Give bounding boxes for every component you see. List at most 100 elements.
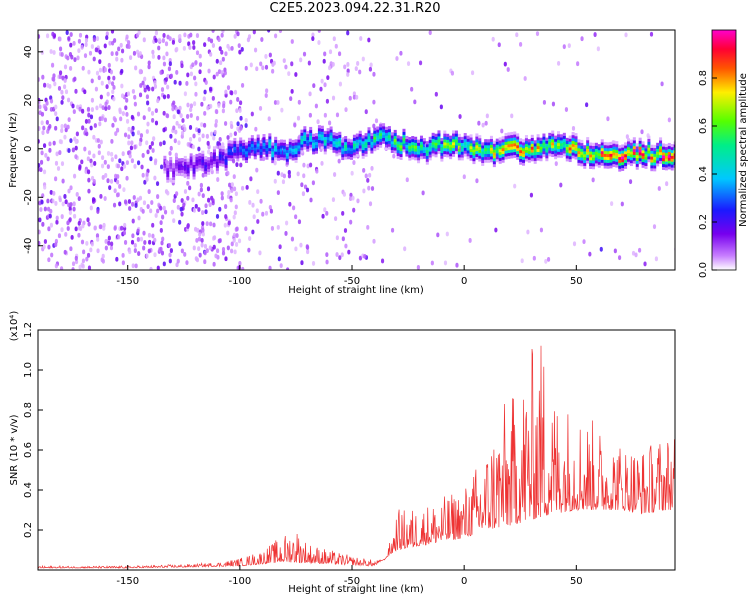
heat-cell (408, 142, 412, 147)
heat-cell (484, 147, 488, 152)
heat-cell (446, 139, 450, 143)
heat-cell (211, 30, 215, 33)
heat-cell (192, 173, 196, 177)
heat-cell (527, 153, 531, 157)
heat-cell (145, 94, 150, 100)
heat-cell (87, 221, 91, 227)
heat-cell (647, 159, 651, 163)
heat-cell (443, 139, 447, 143)
heat-cell (659, 137, 663, 141)
heat-cell (524, 149, 528, 153)
heat-cell (134, 203, 138, 208)
heat-cell (428, 148, 432, 152)
heat-cell (238, 260, 242, 266)
heat-cell (311, 36, 315, 41)
heat-cell (603, 153, 607, 157)
heat-cell (55, 219, 59, 225)
heat-cell (659, 160, 663, 164)
heat-cell (40, 199, 44, 205)
heat-cell (454, 139, 458, 143)
heat-cell (597, 158, 601, 162)
heat-cell (259, 151, 263, 155)
heat-cell (70, 234, 74, 240)
heat-cell (236, 143, 240, 147)
heat-cell (214, 119, 218, 124)
heat-cell (74, 88, 78, 94)
heat-cell (215, 248, 220, 254)
heat-cell (265, 139, 269, 143)
heat-cell (489, 141, 493, 145)
heat-cell (288, 156, 292, 160)
heat-cell (282, 145, 286, 149)
heat-cell (346, 62, 350, 67)
heat-cell (197, 146, 201, 152)
heat-cell (557, 154, 561, 158)
heat-cell (361, 146, 365, 151)
heat-cell (463, 153, 467, 157)
heat-cell (571, 152, 575, 156)
heat-cell (352, 146, 356, 150)
heat-cell (350, 170, 354, 176)
heat-cell (542, 153, 546, 158)
heat-cell (54, 125, 58, 131)
heat-cell (418, 60, 423, 66)
heat-cell (230, 241, 234, 247)
heat-cell (641, 164, 645, 168)
heat-cell (317, 40, 321, 45)
heat-cell (89, 114, 94, 120)
heat-cell (408, 148, 412, 152)
heat-cell (233, 143, 237, 147)
heat-cell (346, 72, 350, 77)
heat-cell (320, 134, 324, 138)
heat-cell (329, 146, 333, 151)
heat-cell (122, 230, 127, 236)
heat-cell (341, 148, 345, 152)
heat-cell (262, 145, 266, 149)
heat-cell (513, 148, 517, 153)
heat-cell (107, 240, 111, 246)
heat-cell (67, 148, 71, 153)
heat-cell (612, 158, 616, 162)
heat-cell (41, 221, 45, 227)
heat-cell (125, 160, 130, 166)
heat-cell (224, 167, 228, 171)
heat-cell (224, 158, 228, 163)
heat-cell (384, 129, 388, 133)
heat-cell (143, 87, 147, 93)
heat-cell (586, 145, 590, 150)
heat-cell (627, 161, 631, 165)
heat-cell (393, 135, 397, 139)
heat-cell (180, 172, 184, 176)
heat-cell (282, 58, 286, 64)
heat-cell (408, 154, 412, 158)
heat-cell (282, 173, 286, 179)
heat-cell (507, 152, 511, 156)
heat-cell (656, 142, 660, 147)
heat-cell (111, 122, 115, 128)
heat-cell (84, 169, 88, 174)
heat-cell (198, 53, 202, 59)
heat-cell (317, 30, 321, 33)
heat-cell (589, 157, 593, 161)
heat-cell (183, 173, 187, 177)
heat-cell (215, 71, 219, 77)
heat-cell (527, 144, 531, 149)
heat-cell (624, 156, 628, 161)
heat-cell (134, 263, 138, 269)
heat-cell (612, 160, 616, 165)
heat-cell (519, 141, 523, 145)
heat-cell (96, 138, 100, 143)
heat-cell (356, 61, 360, 66)
heat-cell (259, 145, 263, 150)
heat-cell (373, 130, 377, 134)
heat-cell (90, 162, 94, 168)
x-tick-label: -100 (229, 576, 252, 587)
heat-cell (615, 144, 619, 148)
heat-cell (95, 233, 100, 239)
y-tick-label: 40 (23, 45, 34, 58)
spectrogram-y-label: Frequency (Hz) (8, 112, 19, 188)
heat-cell (652, 224, 657, 230)
heat-cell (659, 140, 663, 144)
heat-cell (624, 151, 628, 155)
heat-cell (557, 134, 561, 138)
